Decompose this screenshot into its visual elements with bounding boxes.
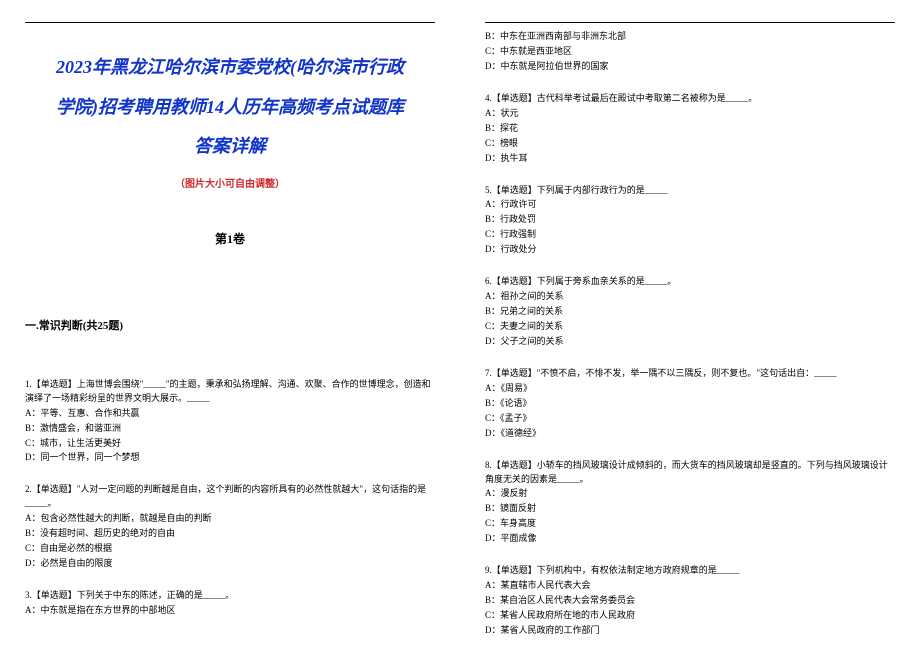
title-line-1: 2023年黑龙江哈尔滨市委党校(哈尔滨市行政 bbox=[25, 48, 435, 88]
question-option: D：同一个世界，同一个梦想 bbox=[25, 451, 435, 465]
question-option: C：自由是必然的根据 bbox=[25, 542, 435, 556]
question-stem: 6.【单选题】下列属于旁系血亲关系的是_____。 bbox=[485, 275, 895, 289]
resize-note: （图片大小可自由调整） bbox=[25, 175, 435, 190]
question-option: B：镜面反射 bbox=[485, 502, 895, 516]
question-option: B：《论语》 bbox=[485, 397, 895, 411]
question-option: A：状元 bbox=[485, 107, 895, 121]
question-stem: 9.【单选题】下列机构中，有权依法制定地方政府规章的是_____ bbox=[485, 564, 895, 578]
question-option: C：夫妻之间的关系 bbox=[485, 320, 895, 334]
question-8: 8.【单选题】小轿车的挡风玻璃设计成倾斜的，而大货车的挡风玻璃却是竖直的。下列与… bbox=[485, 459, 895, 547]
question-6: 6.【单选题】下列属于旁系血亲关系的是_____。 A：祖孙之间的关系 B：兄弟… bbox=[485, 275, 895, 349]
question-option: C：《孟子》 bbox=[485, 412, 895, 426]
question-option: A：平等、互惠、合作和共赢 bbox=[25, 407, 435, 421]
question-option: A：漫反射 bbox=[485, 487, 895, 501]
section-heading: 一.常识判断(共25题) bbox=[25, 317, 435, 333]
question-3: 3.【单选题】下列关于中东的陈述，正确的是_____。 A：中东就是指在东方世界… bbox=[25, 589, 435, 618]
question-option: C：城市，让生活更美好 bbox=[25, 437, 435, 451]
question-option: D：中东就是阿拉伯世界的国家 bbox=[485, 60, 895, 74]
question-stem: 1.【单选题】上海世博会围绕"_____"的主题，秉承和弘扬理解、沟通、欢聚、合… bbox=[25, 378, 435, 406]
question-option: A：中东就是指在东方世界的中部地区 bbox=[25, 604, 435, 618]
question-stem: 4.【单选题】古代科举考试最后在殿试中考取第二名被称为是_____。 bbox=[485, 92, 895, 106]
question-option: C：行政强制 bbox=[485, 228, 895, 242]
question-option: D：《道德经》 bbox=[485, 427, 895, 441]
volume-heading: 第1卷 bbox=[25, 230, 435, 247]
question-option: A：包含必然性越大的判断，就越是自由的判断 bbox=[25, 512, 435, 526]
question-option: B：某自治区人民代表大会常务委员会 bbox=[485, 594, 895, 608]
question-option: C：车身高度 bbox=[485, 517, 895, 531]
title-line-2: 学院)招考聘用教师14人历年高频考点试题库 bbox=[25, 88, 435, 128]
question-option: A：《周易》 bbox=[485, 382, 895, 396]
question-3-continued: B：中东在亚洲西南部与非洲东北部 C：中东就是西亚地区 D：中东就是阿拉伯世界的… bbox=[485, 30, 895, 74]
question-9: 9.【单选题】下列机构中，有权依法制定地方政府规章的是_____ A：某直辖市人… bbox=[485, 564, 895, 638]
question-stem: 2.【单选题】"人对一定问题的判断越是自由，这个判断的内容所具有的必然性就越大"… bbox=[25, 483, 435, 511]
question-option: B：激情盛会，和谐亚洲 bbox=[25, 422, 435, 436]
right-column: B：中东在亚洲西南部与非洲东北部 C：中东就是西亚地区 D：中东就是阿拉伯世界的… bbox=[460, 0, 920, 651]
question-1: 1.【单选题】上海世博会围绕"_____"的主题，秉承和弘扬理解、沟通、欢聚、合… bbox=[25, 378, 435, 466]
question-option: C：中东就是西亚地区 bbox=[485, 45, 895, 59]
top-rule-right bbox=[485, 22, 895, 23]
question-option: B：探花 bbox=[485, 122, 895, 136]
question-stem: 3.【单选题】下列关于中东的陈述，正确的是_____。 bbox=[25, 589, 435, 603]
question-option: B：中东在亚洲西南部与非洲东北部 bbox=[485, 30, 895, 44]
left-column: 2023年黑龙江哈尔滨市委党校(哈尔滨市行政 学院)招考聘用教师14人历年高频考… bbox=[0, 0, 460, 651]
page: 2023年黑龙江哈尔滨市委党校(哈尔滨市行政 学院)招考聘用教师14人历年高频考… bbox=[0, 0, 920, 651]
question-5: 5.【单选题】下列属于内部行政行为的是_____ A：行政许可 B：行政处罚 C… bbox=[485, 184, 895, 258]
question-2: 2.【单选题】"人对一定问题的判断越是自由，这个判断的内容所具有的必然性就越大"… bbox=[25, 483, 435, 571]
question-option: D：平面成像 bbox=[485, 532, 895, 546]
question-option: B：兄弟之间的关系 bbox=[485, 305, 895, 319]
question-option: D：执牛耳 bbox=[485, 152, 895, 166]
question-option: C：某省人民政府所在地的市人民政府 bbox=[485, 609, 895, 623]
question-option: A：某直辖市人民代表大会 bbox=[485, 579, 895, 593]
question-option: D：必然是自由的限度 bbox=[25, 557, 435, 571]
question-option: D：父子之间的关系 bbox=[485, 335, 895, 349]
question-option: C：榜眼 bbox=[485, 137, 895, 151]
question-option: A：行政许可 bbox=[485, 198, 895, 212]
title-line-3: 答案详解 bbox=[25, 127, 435, 167]
top-rule-left bbox=[25, 22, 435, 23]
doc-title: 2023年黑龙江哈尔滨市委党校(哈尔滨市行政 学院)招考聘用教师14人历年高频考… bbox=[25, 48, 435, 167]
question-4: 4.【单选题】古代科举考试最后在殿试中考取第二名被称为是_____。 A：状元 … bbox=[485, 92, 895, 166]
question-stem: 7.【单选题】"不愤不启，不悱不发，举一隅不以三隅反，则不复也。"这句话出自：_… bbox=[485, 367, 895, 381]
question-option: B：行政处罚 bbox=[485, 213, 895, 227]
question-stem: 8.【单选题】小轿车的挡风玻璃设计成倾斜的，而大货车的挡风玻璃却是竖直的。下列与… bbox=[485, 459, 895, 487]
question-option: D：某省人民政府的工作部门 bbox=[485, 624, 895, 638]
question-stem: 5.【单选题】下列属于内部行政行为的是_____ bbox=[485, 184, 895, 198]
question-option: D：行政处分 bbox=[485, 243, 895, 257]
question-option: B：没有超时间、超历史的绝对的自由 bbox=[25, 527, 435, 541]
question-option: A：祖孙之间的关系 bbox=[485, 290, 895, 304]
question-7: 7.【单选题】"不愤不启，不悱不发，举一隅不以三隅反，则不复也。"这句话出自：_… bbox=[485, 367, 895, 441]
